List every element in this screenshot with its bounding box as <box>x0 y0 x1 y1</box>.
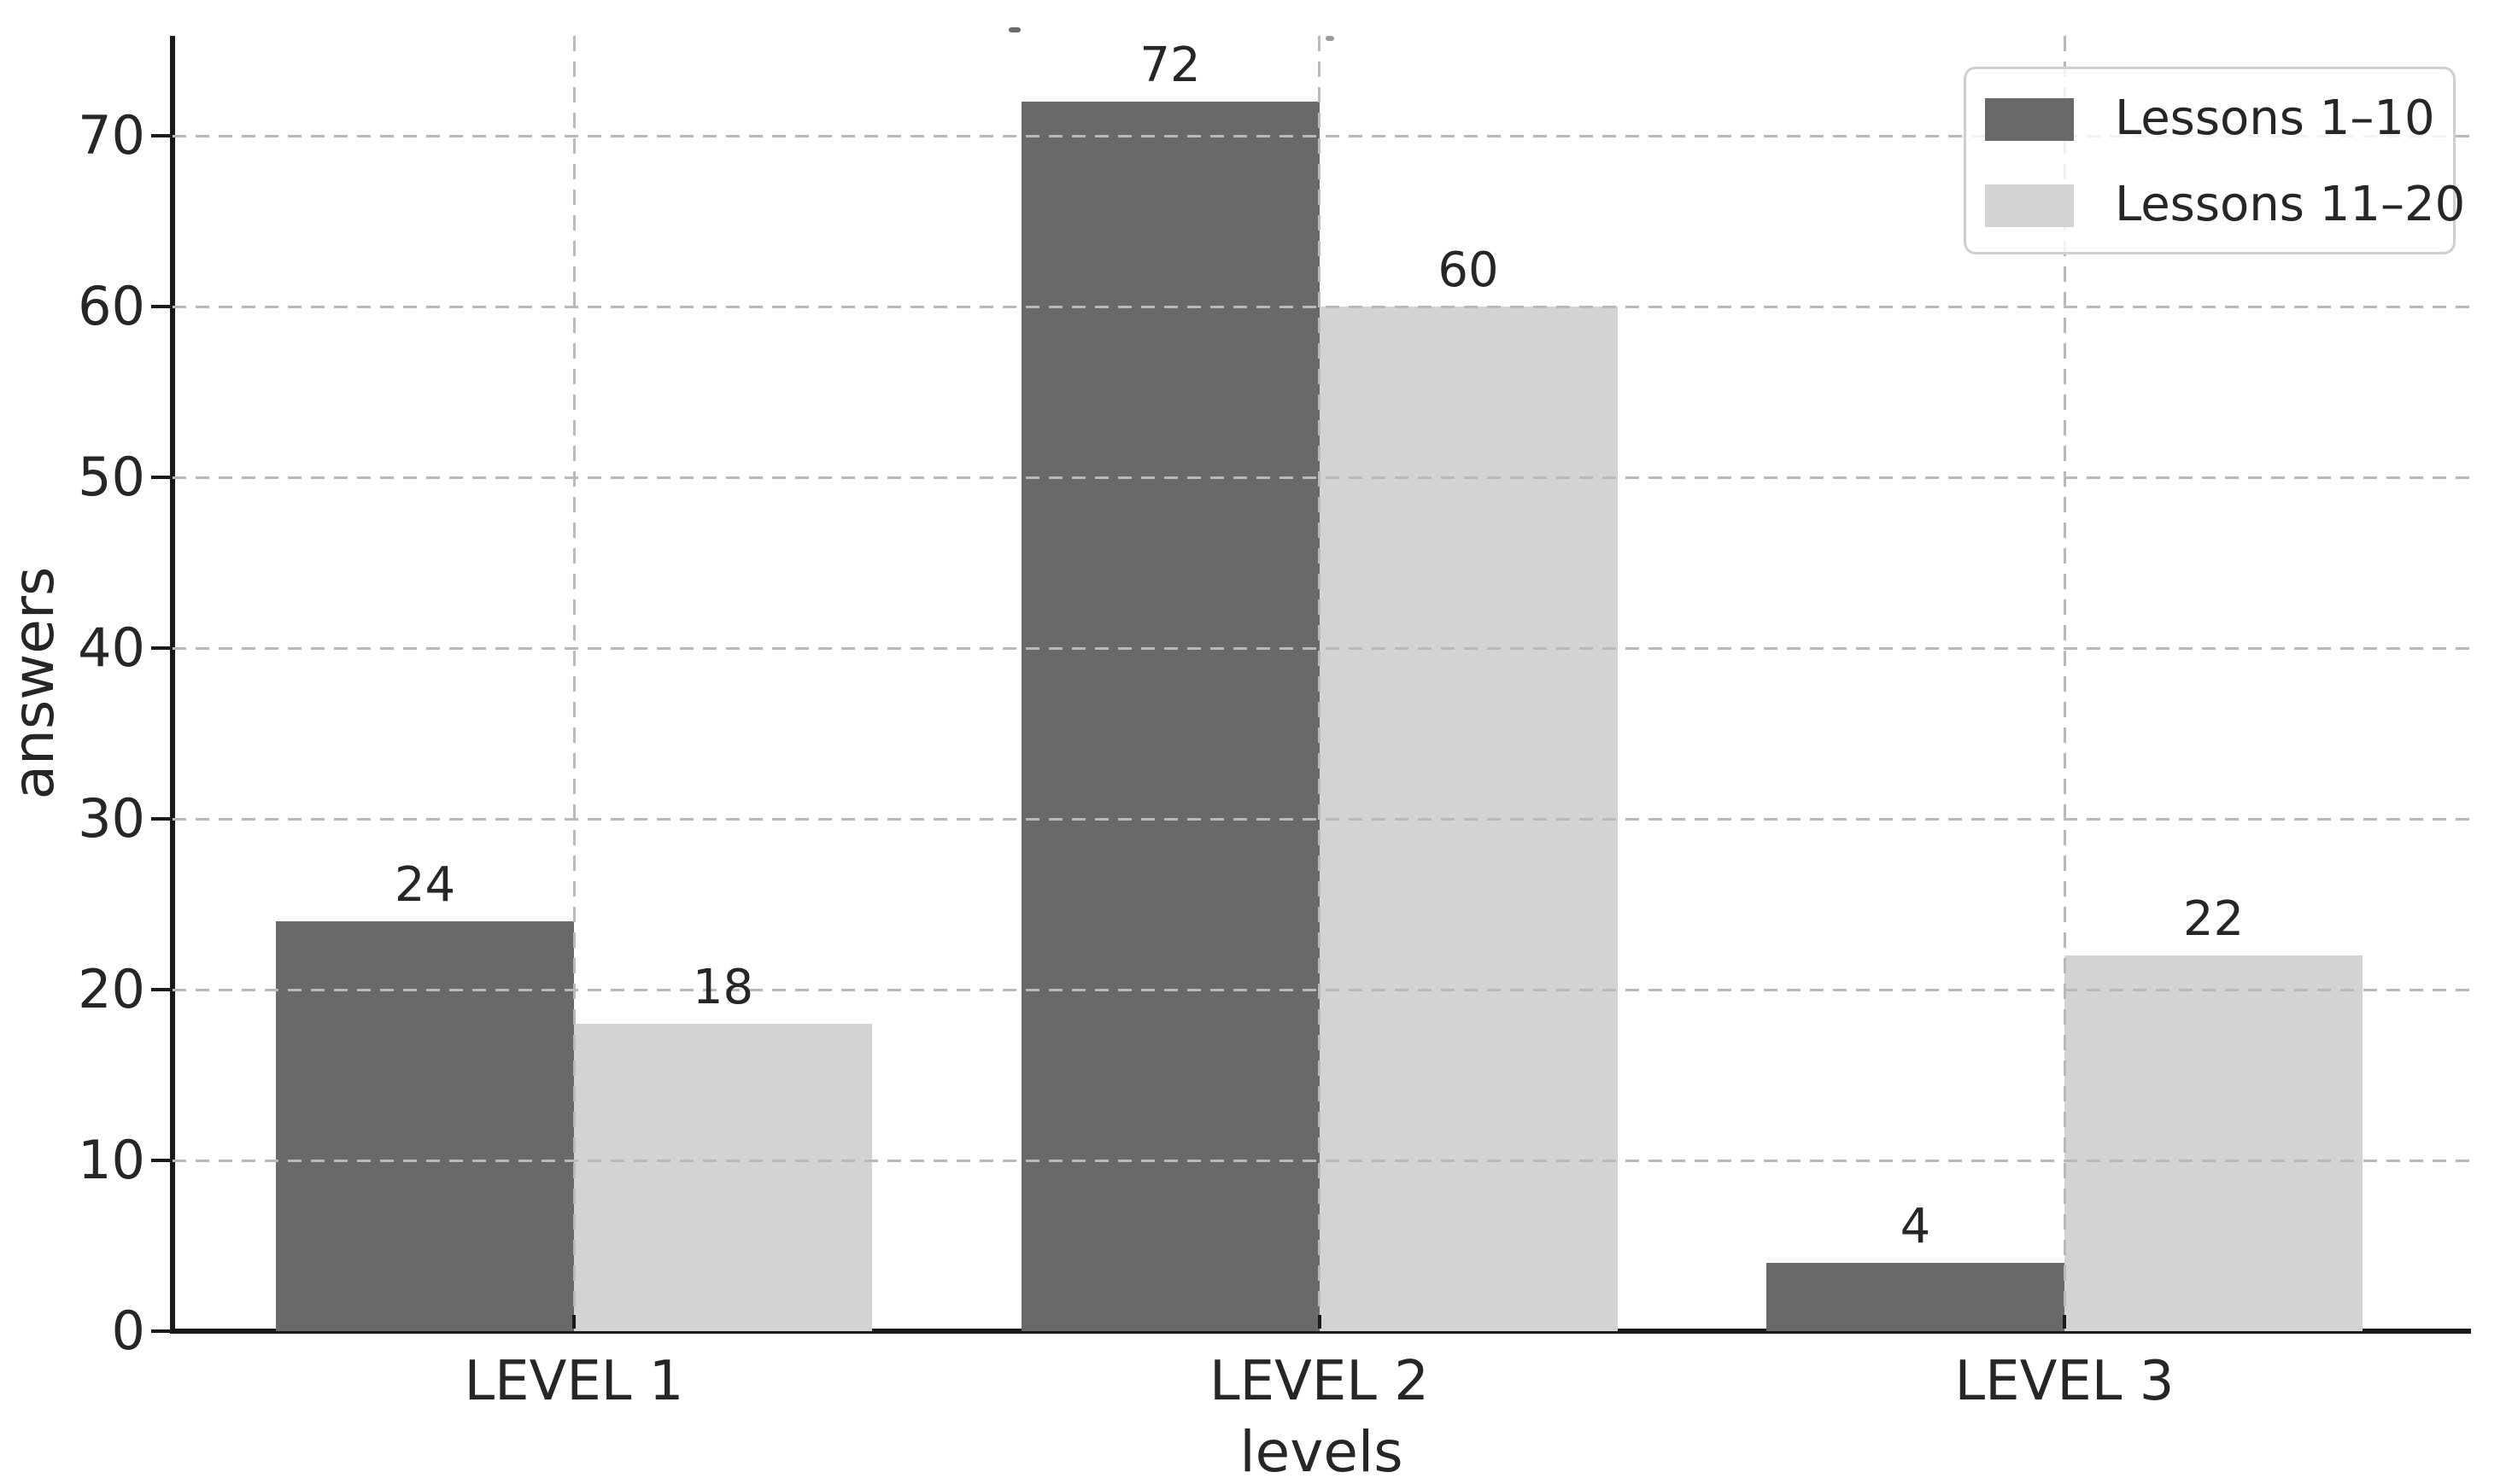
legend: Lessons 1–10 Lessons 11–20 <box>1964 67 2465 254</box>
y-tick-mark <box>151 988 170 991</box>
bar-lessons-1-10-2 <box>1021 102 1320 1331</box>
y-axis-title: answers <box>1 566 67 800</box>
legend-item: Lessons 1–10 <box>1966 93 2453 144</box>
y-tick-label: 0 <box>111 1300 145 1362</box>
crop-artifact <box>1009 27 1021 32</box>
bar-value-label: 18 <box>692 960 754 1015</box>
x-tick-mark <box>572 1315 576 1329</box>
bar-value-label: 22 <box>2182 891 2245 947</box>
bar-value-label: 24 <box>394 857 456 913</box>
y-tick-label: 10 <box>78 1129 145 1191</box>
y-tick-mark <box>151 305 170 308</box>
gridline-horizontal <box>173 134 2471 137</box>
x-axis-spine <box>170 1329 2471 1334</box>
legend-item: Lessons 11–20 <box>1966 179 2465 231</box>
y-tick-mark <box>151 476 170 479</box>
gridline-horizontal <box>173 646 2471 650</box>
y-tick-label: 40 <box>78 616 145 679</box>
gridline-horizontal <box>173 1159 2471 1162</box>
gridline-vertical <box>572 36 576 1329</box>
x-tick-mark <box>1317 1315 1321 1329</box>
y-tick-label: 30 <box>78 787 145 850</box>
gridline-horizontal <box>173 476 2471 479</box>
bar-value-label: 72 <box>1139 38 1201 93</box>
y-axis-spine <box>170 36 175 1334</box>
legend-label: Lessons 1–10 <box>2115 91 2435 146</box>
bar-lessons-1-10-3 <box>1766 1263 2064 1331</box>
y-tick-label: 50 <box>78 446 145 508</box>
x-tick-label-level-3: LEVEL 3 <box>1954 1350 2175 1413</box>
y-tick-mark <box>151 1159 170 1162</box>
gridline-horizontal <box>173 988 2471 991</box>
x-axis-title: levels <box>1239 1419 1403 1484</box>
y-tick-mark <box>151 1329 170 1333</box>
bar-value-label: 60 <box>1438 242 1499 298</box>
y-tick-label: 70 <box>78 104 145 167</box>
gridline-horizontal <box>173 817 2471 821</box>
y-tick-mark <box>151 817 170 821</box>
y-tick-label: 60 <box>78 275 145 337</box>
gridline-vertical <box>2063 36 2066 1329</box>
legend-swatch-lessons-1-10 <box>1985 98 2074 141</box>
x-tick-label-level-2: LEVEL 2 <box>1209 1350 1430 1413</box>
y-tick-mark <box>151 134 170 137</box>
gridline-vertical <box>1318 36 1320 1329</box>
bar-lessons-1-10-1 <box>276 921 574 1331</box>
legend-label: Lessons 11–20 <box>2115 177 2466 232</box>
bar-lessons-11-20-1 <box>574 1024 872 1331</box>
crop-artifact <box>1326 36 1334 41</box>
x-tick-mark <box>2063 1315 2066 1329</box>
y-tick-label: 20 <box>78 958 145 1020</box>
legend-swatch-lessons-11-20 <box>1985 184 2074 227</box>
bar-lessons-11-20-3 <box>2064 955 2363 1331</box>
y-tick-mark <box>151 646 170 650</box>
gridline-horizontal <box>173 305 2471 308</box>
x-tick-label-level-1: LEVEL 1 <box>464 1350 684 1413</box>
bar-value-label: 4 <box>1900 1199 1931 1254</box>
